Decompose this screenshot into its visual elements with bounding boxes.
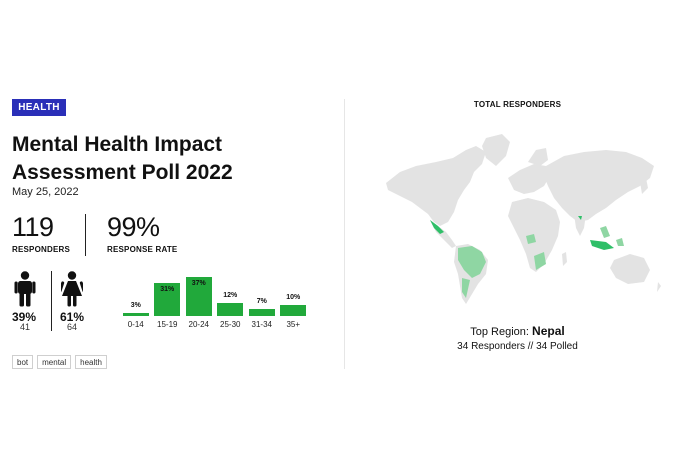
map-highlights bbox=[430, 216, 624, 298]
stats-divider bbox=[85, 214, 86, 256]
male-icon bbox=[14, 271, 36, 307]
top-region: Top Region: Nepal bbox=[345, 324, 690, 338]
age-bar-20-24 bbox=[185, 276, 212, 316]
tag-list: bot mental health bbox=[12, 355, 107, 369]
map-title: TOTAL RESPONDERS bbox=[473, 100, 562, 109]
top-region-label: Top Region: bbox=[470, 326, 529, 338]
response-rate-label: RESPONSE RATE bbox=[107, 245, 178, 254]
male-count: 41 bbox=[20, 322, 31, 332]
page-title: Mental Health Impact Assessment Poll 202… bbox=[12, 133, 233, 184]
world-map bbox=[386, 134, 661, 304]
tag-bot[interactable]: bot bbox=[12, 355, 34, 369]
age-category-31-34: 31-34 bbox=[251, 320, 272, 329]
responders-summary: 34 Responders // 34 Polled bbox=[457, 341, 578, 352]
tag-mental[interactable]: mental bbox=[37, 355, 72, 369]
age-bar-label-0-14: 3% bbox=[130, 301, 141, 309]
top-region-value: Nepal bbox=[532, 324, 565, 338]
age-bar-label-25-30: 12% bbox=[223, 292, 238, 300]
female-count: 64 bbox=[67, 322, 78, 332]
tag-health[interactable]: health bbox=[75, 355, 107, 369]
age-category-20-24: 20-24 bbox=[188, 320, 209, 329]
age-category-15-19: 15-19 bbox=[157, 320, 178, 329]
age-bar-label-20-24: 37% bbox=[191, 279, 206, 287]
gender-divider bbox=[51, 271, 52, 331]
age-category-0-14: 0-14 bbox=[127, 320, 144, 329]
age-bar-label-31-34: 7% bbox=[256, 297, 267, 305]
responders-label: RESPONDERS bbox=[12, 245, 71, 254]
age-bar-15-19 bbox=[154, 282, 181, 316]
age-bar-0-14 bbox=[122, 312, 149, 316]
age-bar-label-15-19: 31% bbox=[160, 285, 175, 293]
age-bar-label-35+: 10% bbox=[286, 294, 301, 302]
age-bar-31-34 bbox=[248, 308, 275, 316]
response-rate-value: 99% bbox=[107, 212, 160, 242]
female-percent: 61% bbox=[60, 310, 85, 324]
poll-date: May 25, 2022 bbox=[12, 186, 79, 198]
age-category-25-30: 25-30 bbox=[220, 320, 241, 329]
female-icon bbox=[61, 271, 83, 307]
male-percent: 39% bbox=[12, 310, 37, 324]
age-bar-25-30 bbox=[217, 303, 244, 316]
age-bar-chart: 3% 0-14 31% 15-19 37% 20-24 12% 25-30 7% 31-34 10%… bbox=[118, 270, 318, 335]
age-category-35+: 35+ bbox=[286, 320, 301, 329]
responders-count: 119 bbox=[12, 212, 54, 242]
category-badge[interactable]: HEALTH bbox=[12, 99, 66, 116]
panel-divider bbox=[344, 99, 345, 369]
map-land bbox=[386, 134, 661, 304]
age-bar-35+ bbox=[280, 305, 307, 316]
